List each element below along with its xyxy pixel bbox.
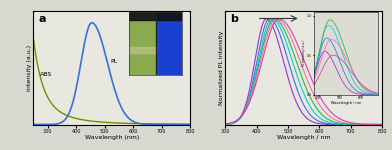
Bar bbox=[129, 12, 156, 75]
Y-axis label: PL Intensity (a.u.): PL Intensity (a.u.) bbox=[302, 40, 306, 66]
Text: PL: PL bbox=[110, 59, 118, 64]
Bar bbox=[129, 12, 182, 20]
Y-axis label: Normalized PL Intensity: Normalized PL Intensity bbox=[219, 30, 224, 105]
Text: ABS: ABS bbox=[40, 72, 53, 77]
X-axis label: Wavelength (nm): Wavelength (nm) bbox=[85, 135, 139, 140]
Text: b: b bbox=[230, 14, 238, 24]
Bar bbox=[129, 47, 156, 53]
Bar bbox=[156, 12, 182, 75]
Y-axis label: Intensity (a.u.): Intensity (a.u.) bbox=[27, 44, 32, 91]
X-axis label: Wavelength / nm: Wavelength / nm bbox=[277, 135, 330, 140]
X-axis label: Wavelength / nm: Wavelength / nm bbox=[331, 101, 361, 105]
Text: a: a bbox=[38, 14, 45, 24]
